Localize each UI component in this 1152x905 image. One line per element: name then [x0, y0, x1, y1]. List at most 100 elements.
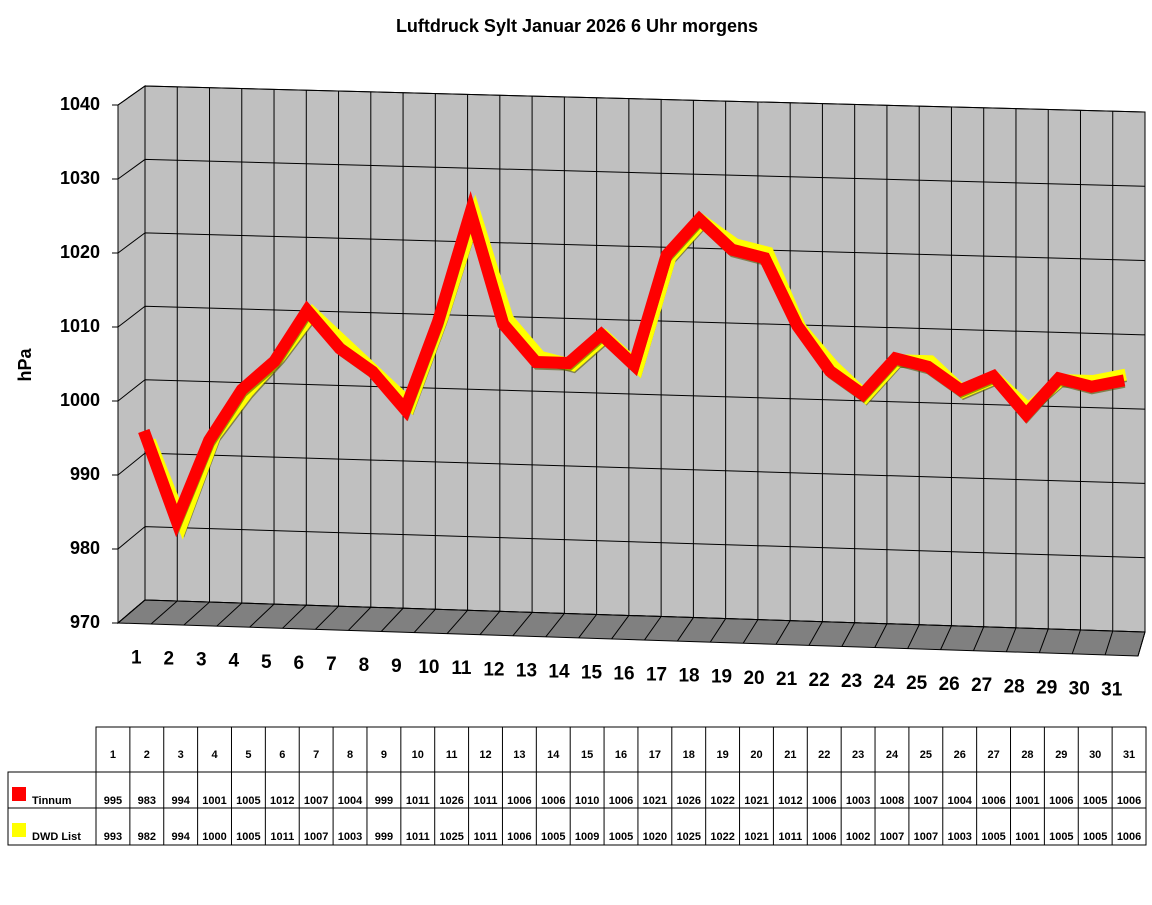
- table-value: 1006: [541, 795, 565, 807]
- floor-column-line: [413, 608, 436, 633]
- floor-column-line: [446, 609, 468, 634]
- x-tick-label: 25: [906, 673, 928, 694]
- table-header: 21: [784, 749, 796, 761]
- table-header: 4: [211, 749, 218, 761]
- table-value: 1005: [1083, 795, 1107, 807]
- table-header: 15: [581, 749, 593, 761]
- floor-column-line: [347, 606, 372, 631]
- table-header: 8: [347, 749, 353, 761]
- table-value: 1005: [1083, 831, 1107, 843]
- x-tick-label: 3: [196, 650, 207, 671]
- floor-column-line: [183, 601, 210, 626]
- x-tick-label: 27: [971, 675, 992, 696]
- floor-column-line: [249, 603, 275, 628]
- x-tick-label: 8: [359, 655, 370, 676]
- table-value: 1006: [981, 795, 1005, 807]
- table-value: 1022: [710, 795, 734, 807]
- table-value: 1026: [439, 795, 463, 807]
- y-tick-label: 990: [70, 464, 100, 484]
- x-tick-label: 31: [1101, 679, 1123, 700]
- legend-label: DWD List: [32, 831, 81, 843]
- x-tick-label: 1: [131, 648, 142, 669]
- grid-line: [117, 379, 1146, 410]
- table-header: 23: [852, 749, 864, 761]
- table-value: 1006: [507, 831, 531, 843]
- table-value: 1007: [880, 831, 904, 843]
- table-value: 1011: [474, 831, 498, 843]
- table-header: 25: [920, 749, 932, 761]
- table-value: 994: [171, 831, 190, 843]
- x-tick-label: 13: [516, 660, 537, 681]
- table-value: 995: [104, 795, 122, 807]
- x-tick-label: 23: [841, 671, 862, 692]
- legend-swatch: [12, 823, 26, 837]
- table-value: 1005: [541, 831, 565, 843]
- chart-title: Luftdruck Sylt Januar 2026 6 Uhr morgens: [396, 16, 758, 36]
- floor-column-line: [1005, 627, 1017, 652]
- floor-column-line: [150, 600, 178, 625]
- table-header: 16: [615, 749, 627, 761]
- grid-line: [117, 526, 1146, 559]
- table-value: 1026: [676, 795, 700, 807]
- table-value: 1012: [270, 795, 294, 807]
- table-header: 31: [1123, 749, 1135, 761]
- table-value: 1011: [778, 831, 802, 843]
- grid-line: [117, 158, 1146, 187]
- table-value: 1001: [202, 795, 226, 807]
- x-tick-label: 11: [451, 658, 472, 679]
- table-value: 1012: [778, 795, 802, 807]
- table-header: 24: [886, 749, 899, 761]
- x-tick-label: 12: [483, 659, 504, 680]
- table-value: 1011: [270, 831, 294, 843]
- table-value: 1007: [914, 831, 938, 843]
- table-header: 14: [547, 749, 560, 761]
- floor-column-line: [282, 604, 307, 629]
- table-value: 994: [171, 795, 190, 807]
- floor-column-line: [808, 621, 823, 646]
- table-header: 19: [716, 749, 728, 761]
- side-wall: [117, 85, 146, 625]
- grid-line: [117, 85, 1146, 113]
- y-tick-label: 980: [70, 538, 100, 558]
- series-line: [138, 190, 1126, 538]
- table-value: 1006: [1049, 795, 1073, 807]
- floor-column-line: [874, 623, 888, 648]
- grid-line: [117, 305, 1146, 336]
- y-tick-label: 1020: [60, 242, 100, 262]
- table-value: 1006: [812, 795, 836, 807]
- table-value: 1003: [947, 831, 971, 843]
- grid-line: [117, 452, 1146, 484]
- table-value: 1021: [744, 831, 768, 843]
- floor-column-line: [742, 619, 759, 644]
- table-value: 1008: [880, 795, 904, 807]
- table-value: 1009: [575, 831, 599, 843]
- table-value: 1004: [338, 795, 363, 807]
- y-tick-label: 1000: [60, 390, 100, 410]
- table-value: 1004: [947, 795, 972, 807]
- table-value: 1007: [304, 795, 328, 807]
- table-value: 1007: [304, 831, 328, 843]
- floor-column-line: [1137, 631, 1146, 657]
- floor-column-line: [940, 625, 952, 650]
- table-value: 1011: [406, 831, 430, 843]
- x-tick-label: 2: [163, 649, 174, 670]
- legend-swatch: [12, 787, 26, 801]
- table-header: 22: [818, 749, 830, 761]
- table-value: 1000: [202, 831, 226, 843]
- x-tick-label: 6: [294, 653, 305, 674]
- x-tick-label: 18: [678, 666, 699, 687]
- x-tick-label: 17: [646, 665, 667, 686]
- table-value: 1006: [812, 831, 836, 843]
- table-header: 2: [144, 749, 150, 761]
- table-value: 1003: [846, 795, 870, 807]
- floor-column-line: [611, 615, 630, 640]
- table-value: 1025: [676, 831, 700, 843]
- table-header: 10: [412, 749, 424, 761]
- table-header: 9: [381, 749, 387, 761]
- x-tick-label: 16: [613, 664, 634, 685]
- floor-column-line: [841, 622, 856, 647]
- floor-column-line: [676, 617, 694, 642]
- table-value: 993: [104, 831, 122, 843]
